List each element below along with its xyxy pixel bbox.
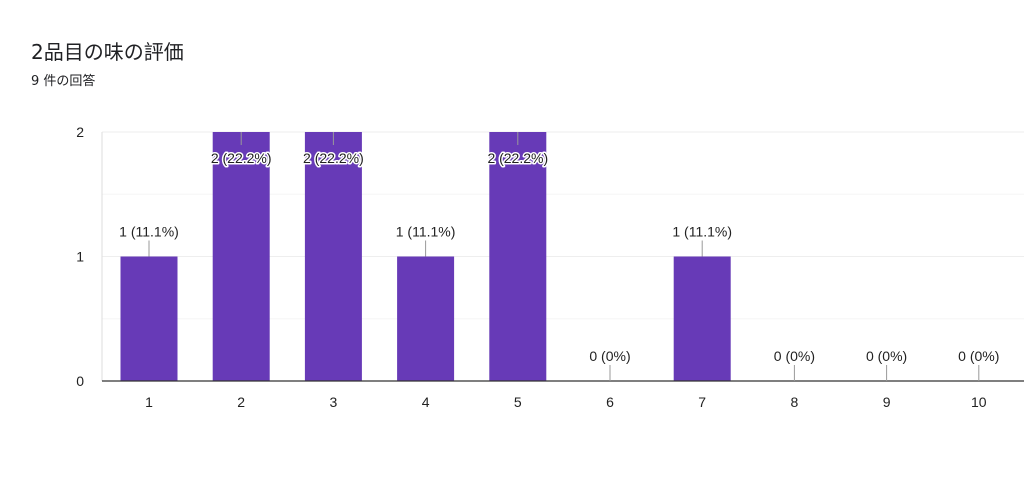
x-tick-label: 1: [145, 394, 153, 410]
x-tick-label: 8: [791, 394, 799, 410]
x-tick-label: 6: [606, 394, 614, 410]
x-tick-label: 10: [971, 394, 987, 410]
x-tick-label: 4: [422, 394, 430, 410]
data-label: 0 (0%): [774, 348, 815, 364]
x-tick-label: 7: [698, 394, 706, 410]
bar: [120, 256, 178, 381]
y-tick-label: 2: [76, 124, 84, 140]
data-label: 0 (0%): [958, 348, 999, 364]
data-label: 1 (11.1%): [396, 224, 456, 240]
data-label: 0 (0%): [866, 348, 907, 364]
x-tick-label: 3: [330, 394, 338, 410]
data-label: 2 (22.2%): [487, 150, 548, 166]
data-label: 2 (22.2%): [211, 150, 272, 166]
bar: [304, 132, 362, 381]
bar: [673, 256, 731, 381]
chart-title: 2品目の味の評価: [31, 40, 184, 64]
data-label: 1 (11.1%): [119, 224, 179, 240]
x-tick-label: 5: [514, 394, 522, 410]
response-count: 9 件の回答: [31, 74, 96, 89]
data-label: 2 (22.2%): [303, 150, 364, 166]
bar: [397, 256, 455, 381]
data-label: 0 (0%): [589, 348, 630, 364]
bar: [489, 132, 547, 381]
data-label: 1 (11.1%): [672, 224, 732, 240]
bar: [212, 132, 270, 381]
x-tick-label: 2: [237, 394, 245, 410]
x-tick-label: 9: [883, 394, 891, 410]
y-tick-label: 0: [76, 373, 84, 389]
y-tick-label: 1: [76, 249, 84, 265]
